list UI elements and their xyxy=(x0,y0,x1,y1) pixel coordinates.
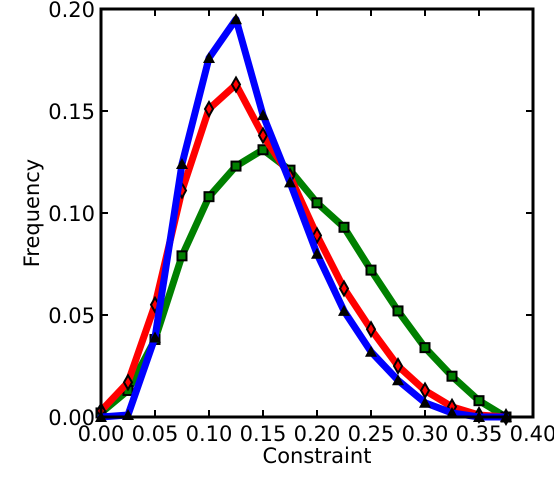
data-point-diamond xyxy=(230,75,242,94)
data-point-square xyxy=(365,264,377,276)
y-tick-label: 0.20 xyxy=(48,0,95,22)
data-point-triangle xyxy=(365,345,377,357)
y-tick-label: 0.05 xyxy=(48,304,95,328)
data-point-triangle xyxy=(203,51,215,63)
x-tick-label: 0.20 xyxy=(294,422,341,446)
data-point-square xyxy=(257,144,269,156)
data-point-triangle xyxy=(149,331,161,343)
data-point-square xyxy=(311,197,323,209)
x-tick-label: 0.35 xyxy=(456,422,503,446)
ticks-layer xyxy=(100,8,534,418)
series-line-triangle xyxy=(97,15,510,421)
y-tick-label: 0.15 xyxy=(48,100,95,124)
data-point-square xyxy=(473,395,485,407)
data-point-square xyxy=(176,250,188,262)
data-point-diamond xyxy=(392,356,404,376)
x-tick-label: 0.30 xyxy=(402,422,449,446)
data-point-diamond xyxy=(203,99,215,118)
y-tick-label: 0.10 xyxy=(48,202,95,226)
series-layer xyxy=(95,13,512,427)
x-tick-label: 0.10 xyxy=(186,422,233,446)
data-point-diamond xyxy=(122,373,134,392)
data-point-triangle xyxy=(257,109,269,121)
series-line-square xyxy=(97,146,510,421)
data-point-square xyxy=(419,342,431,354)
x-tick-label: 0.05 xyxy=(132,422,179,446)
data-point-square xyxy=(230,160,242,172)
x-tick-label: 0.40 xyxy=(510,422,554,446)
y-axis-label: Frequency xyxy=(20,159,44,268)
data-point-square xyxy=(203,191,215,203)
labels-layer: 0.00 0.05 0.10 0.15 0.20 0.25 0.30 0.35 0.40 0.00… xyxy=(48,0,554,446)
data-point-triangle xyxy=(446,406,458,418)
data-point-triangle xyxy=(392,374,404,386)
data-point-diamond xyxy=(257,126,269,145)
data-point-square xyxy=(446,370,458,382)
x-tick-label: 0.25 xyxy=(348,422,395,446)
data-point-diamond xyxy=(365,320,377,339)
data-point-square xyxy=(392,305,404,317)
x-tick-label: 0.00 xyxy=(78,422,125,446)
data-point-triangle xyxy=(176,158,188,170)
y-tick-label: 0.00 xyxy=(48,406,95,430)
data-point-triangle xyxy=(230,13,242,25)
data-point-triangle xyxy=(419,396,431,408)
plot-frame xyxy=(99,7,535,419)
x-tick-label: 0.15 xyxy=(240,422,287,446)
data-point-triangle xyxy=(338,304,350,316)
data-point-square xyxy=(338,221,350,233)
data-point-diamond xyxy=(338,279,350,298)
data-point-triangle xyxy=(311,247,323,259)
data-point-triangle xyxy=(284,176,296,188)
x-axis-label: Constraint xyxy=(263,444,372,468)
